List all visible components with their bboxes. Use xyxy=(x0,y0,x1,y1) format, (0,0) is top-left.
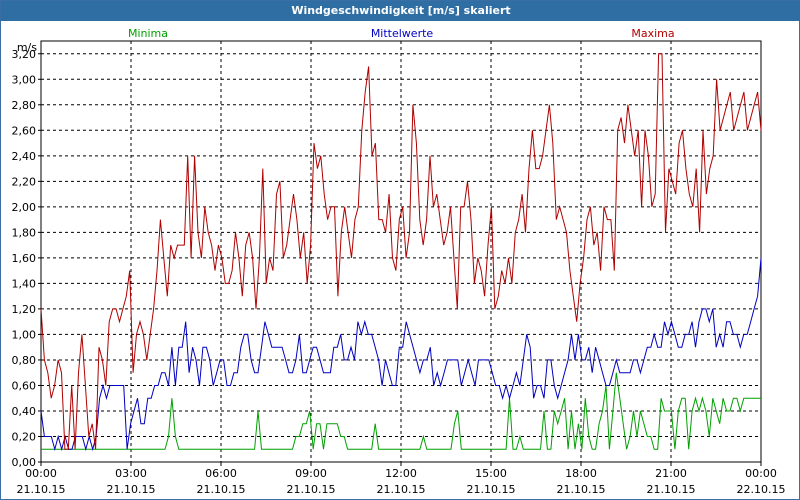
x-tick-time: 12:00 xyxy=(385,467,417,480)
x-tick-time: 09:00 xyxy=(295,467,327,480)
x-tick-date: 21.10.15 xyxy=(107,483,156,496)
x-tick-time: 21:00 xyxy=(655,467,687,480)
series-line-maxima xyxy=(40,53,762,450)
y-tick-label: 2,20 xyxy=(12,175,37,188)
x-tick-time: 03:00 xyxy=(115,467,147,480)
chart-title: Windgeschwindigkeit [m/s] skaliert xyxy=(1,1,800,21)
series-line-minima xyxy=(41,372,761,450)
y-tick-label: 1,40 xyxy=(12,277,37,290)
y-tick-label: 0,20 xyxy=(12,430,37,443)
y-tick-label: 2,60 xyxy=(12,124,37,137)
x-tick-date: 21.10.15 xyxy=(557,483,606,496)
x-tick-date: 21.10.15 xyxy=(467,483,516,496)
grid-lines xyxy=(41,41,761,463)
x-tick-date: 21.10.15 xyxy=(647,483,696,496)
x-tick-time: 15:00 xyxy=(475,467,507,480)
x-tick-date: 21.10.15 xyxy=(197,483,246,496)
y-tick-label: 2,00 xyxy=(12,201,37,214)
y-tick-label: 1,00 xyxy=(12,328,37,341)
x-tick-date: 21.10.15 xyxy=(377,483,426,496)
x-tick-time: 00:00 xyxy=(745,467,777,480)
legend-mittelwerte: Mittelwerte xyxy=(371,27,434,40)
y-tick-label: 3,00 xyxy=(12,73,37,86)
y-tick-label: 0,60 xyxy=(12,379,37,392)
x-tick-date: 21.10.15 xyxy=(17,483,66,496)
x-axis-ticks: 00:00 21.10.15 03:00 21.10.15 06:00 21.10.15 0… xyxy=(17,462,786,496)
x-tick-date: 21.10.15 xyxy=(287,483,336,496)
legend-minima: Minima xyxy=(128,27,168,40)
series-line-mittelwerte xyxy=(40,257,762,452)
x-tick-time: 00:00 xyxy=(25,467,57,480)
x-tick-date: 22.10.15 xyxy=(737,483,786,496)
y-tick-label: 0,00 xyxy=(12,456,37,469)
y-tick-label: 2,40 xyxy=(12,150,37,163)
y-tick-label: 1,60 xyxy=(12,252,37,265)
y-tick-label: 1,20 xyxy=(12,303,37,316)
y-tick-label: 2,80 xyxy=(12,99,37,112)
y-tick-label: 3,20 xyxy=(12,48,37,61)
x-tick-time: 18:00 xyxy=(565,467,597,480)
y-axis-ticks: 0,00 0,20 0,40 0,60 0,80 1,00 1,20 1,40 1,60 1,80… xyxy=(12,48,41,469)
x-tick-time: 06:00 xyxy=(205,467,237,480)
legend-maxima: Maxima xyxy=(631,27,674,40)
y-tick-label: 0,80 xyxy=(12,354,37,367)
line-chart: Minima Mittelwerte Maxima m/s 0,000,200,… xyxy=(12,27,786,496)
y-tick-label: 0,40 xyxy=(12,405,37,418)
y-tick-label: 1,80 xyxy=(12,226,37,239)
y-axis-unit: m/s xyxy=(17,41,37,54)
series-lines xyxy=(40,53,762,452)
